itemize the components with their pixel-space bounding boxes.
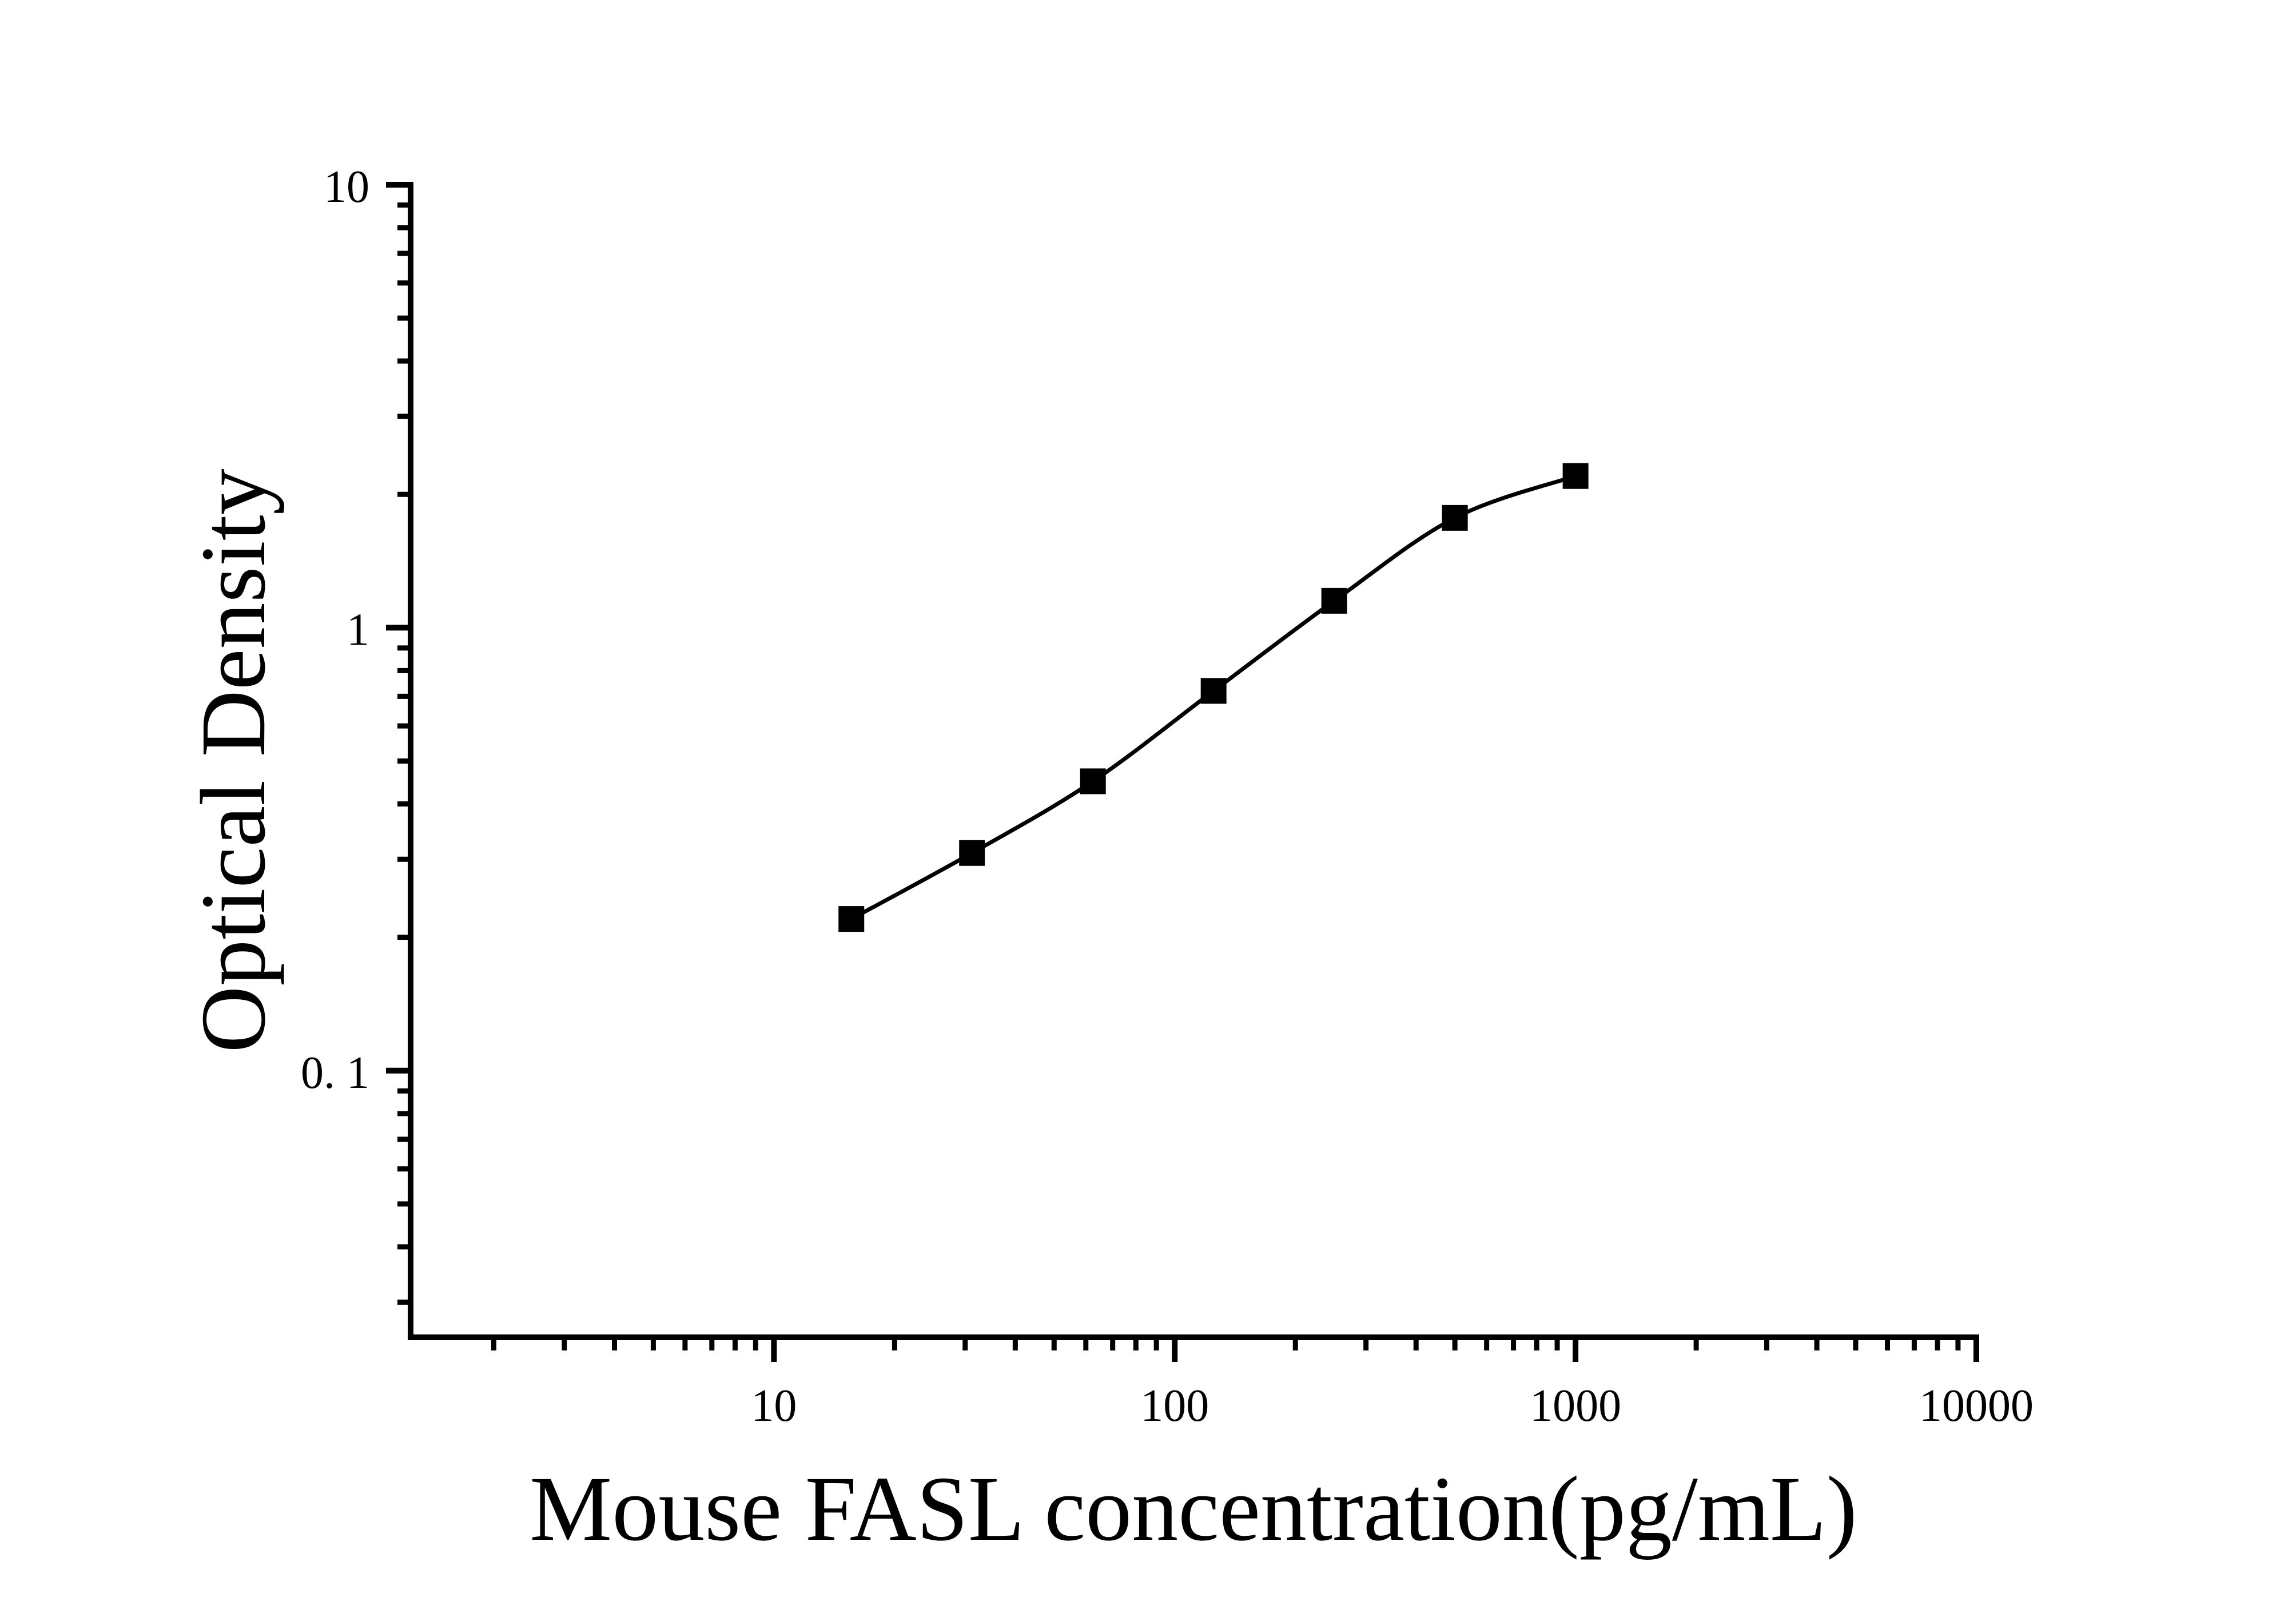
data-point-marker — [1080, 768, 1106, 794]
x-tick-label: 1000 — [1530, 1381, 1621, 1431]
data-point-marker — [1442, 504, 1468, 531]
x-axis-title: Mouse FASL concentration(pg/mL) — [530, 1458, 1857, 1560]
data-point-marker — [1562, 463, 1589, 489]
x-axis-ticks — [491, 1337, 1979, 1362]
x-tick-labels: 10 100 1000 10000 — [751, 1381, 2034, 1431]
y-axis-ticks — [386, 182, 411, 1305]
data-points-layer — [838, 463, 1589, 932]
x-tick-label: 10 — [751, 1381, 797, 1431]
x-tick-label: 100 — [1140, 1381, 1209, 1431]
data-point-marker — [959, 840, 985, 866]
y-tick-label: 10 — [324, 162, 369, 212]
y-tick-label: 1 — [347, 605, 369, 655]
data-point-marker — [838, 906, 865, 932]
y-tick-label: 0. 1 — [301, 1048, 369, 1098]
y-axis-title: Optical Density — [182, 468, 285, 1052]
data-point-marker — [1321, 587, 1347, 614]
x-tick-label: 10000 — [1919, 1381, 2034, 1431]
data-point-marker — [1200, 678, 1227, 704]
y-tick-labels: 0. 1 1 10 — [301, 162, 369, 1098]
